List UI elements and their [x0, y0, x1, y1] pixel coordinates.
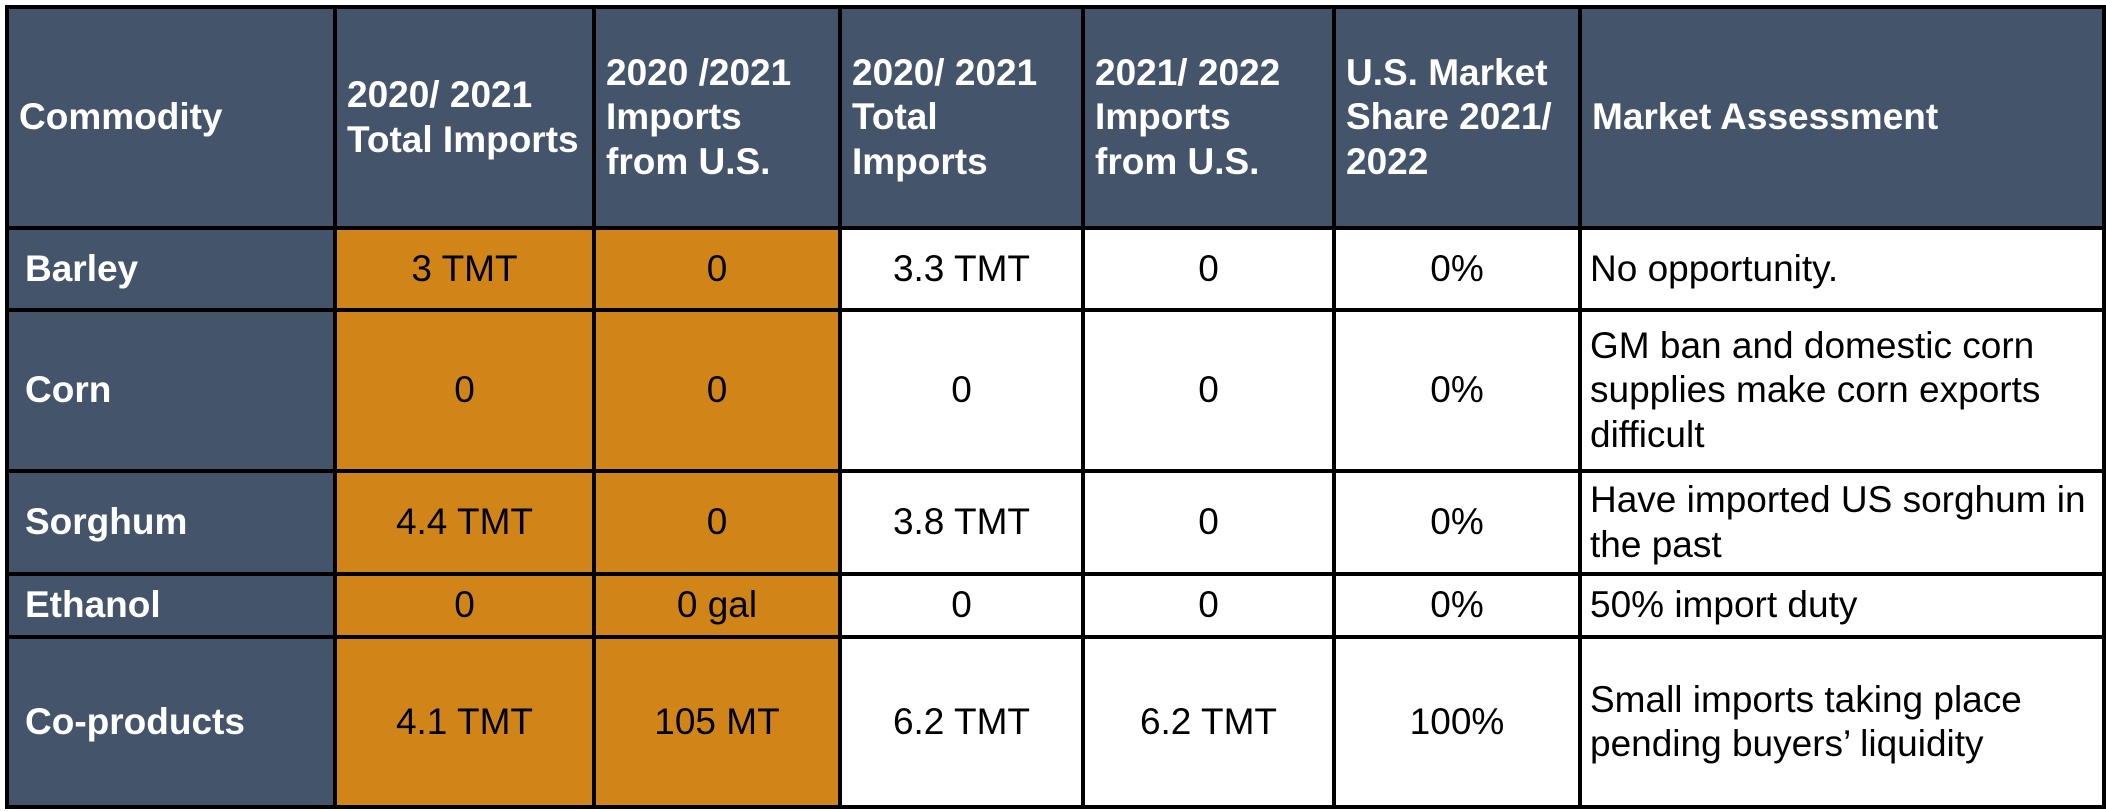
table-cell: 0 [592, 308, 842, 473]
table-cell: Sorghum [5, 469, 337, 576]
table-cell: 0 [838, 308, 1085, 473]
table-cell: 50% import duty [1578, 572, 2106, 639]
table-cell: Co-products [5, 635, 337, 809]
table-cell: 0 [592, 226, 842, 312]
table-cell: 0% [1332, 469, 1582, 576]
table-cell: Barley [5, 226, 337, 312]
table-cell: 6.2 TMT [838, 635, 1085, 809]
header-cell: 2020 /2021 Imports from U.S. [592, 5, 842, 230]
header-row: Commodity 2020/ 2021 Total Imports 2020 /2… [5, 5, 2106, 230]
table-cell: 0 [333, 572, 596, 639]
table-row: Corn 0 0 0 0 0% GM ban and domestic corn suppl… [5, 308, 2106, 473]
table-cell: 0% [1332, 572, 1582, 639]
table-cell: 3.8 TMT [838, 469, 1085, 576]
table-cell: GM ban and domestic corn supplies make c… [1578, 308, 2106, 473]
table-cell: 0 [1081, 572, 1336, 639]
table-cell: 4.1 TMT [333, 635, 596, 809]
header-cell: 2020/ 2021 Total Imports [838, 5, 1085, 230]
table-row: Co-products 4.1 TMT 105 MT 6.2 TMT 6.2 TMT 10… [5, 635, 2106, 809]
table-cell: 0 [1081, 469, 1336, 576]
commodity-table: Commodity 2020/ 2021 Total Imports 2020 /2… [5, 5, 2106, 809]
table-cell: 100% [1332, 635, 1582, 809]
table-cell: 105 MT [592, 635, 842, 809]
table-cell: 0 [592, 469, 842, 576]
table-cell: 0 gal [592, 572, 842, 639]
table-cell: 3.3 TMT [838, 226, 1085, 312]
table-cell: Small imports taking place pending buyer… [1578, 635, 2106, 809]
table-cell: 0% [1332, 226, 1582, 312]
table-cell: Corn [5, 308, 337, 473]
table-cell: 3 TMT [333, 226, 596, 312]
table-row: Sorghum 4.4 TMT 0 3.8 TMT 0 0% Have imported U… [5, 469, 2106, 576]
table-row: Barley 3 TMT 0 3.3 TMT 0 0% No opportunity. [5, 226, 2106, 312]
table-cell: 0 [1081, 308, 1336, 473]
header-cell: Commodity [5, 5, 337, 230]
header-cell: U.S. Market Share 2021/ 2022 [1332, 5, 1582, 230]
table-cell: Have imported US sorghum in the past [1578, 469, 2106, 576]
table-row: Ethanol 0 0 gal 0 0 0% 50% import duty [5, 572, 2106, 639]
table-cell: Ethanol [5, 572, 337, 639]
header-cell: 2021/ 2022 Imports from U.S. [1081, 5, 1336, 230]
table-cell: 6.2 TMT [1081, 635, 1336, 809]
table-cell: No opportunity. [1578, 226, 2106, 312]
header-cell: Market Assessment [1578, 5, 2106, 230]
table-cell: 0 [333, 308, 596, 473]
table-body: Barley 3 TMT 0 3.3 TMT 0 0% No opportunity. Cor… [5, 226, 2106, 809]
table-cell: 0 [1081, 226, 1336, 312]
table-cell: 4.4 TMT [333, 469, 596, 576]
table-cell: 0 [838, 572, 1085, 639]
header-cell: 2020/ 2021 Total Imports [333, 5, 596, 230]
table-cell: 0% [1332, 308, 1582, 473]
